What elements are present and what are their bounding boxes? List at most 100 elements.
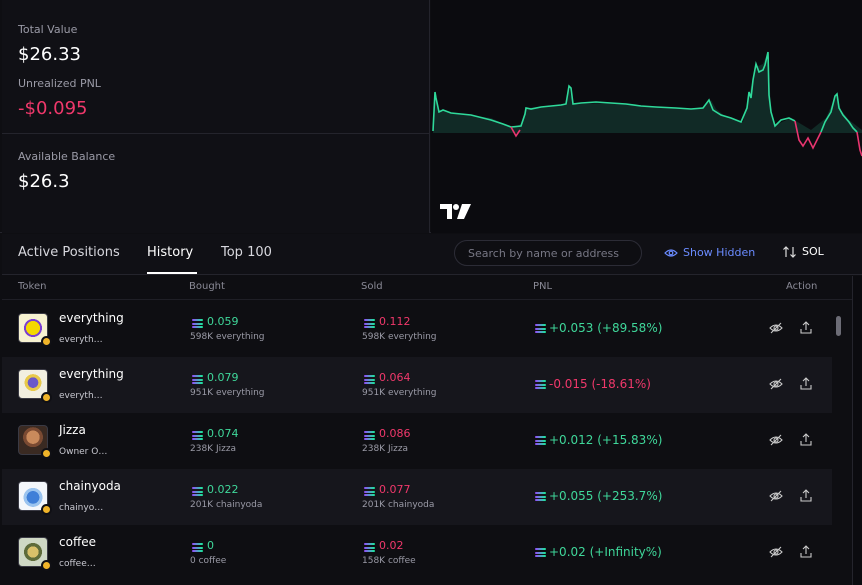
pnl-area-fill: [433, 52, 862, 133]
sold-tokens: 238K Jizza: [362, 444, 409, 454]
show-hidden-button[interactable]: Show Hidden: [664, 246, 755, 259]
share-icon[interactable]: [799, 377, 813, 391]
solana-icon: [535, 548, 546, 557]
col-header-token: Token: [18, 281, 47, 292]
table-scrollbar-track[interactable]: [834, 301, 844, 585]
hide-icon[interactable]: [769, 545, 783, 559]
positions-tab-bar: Active Positions History Top 100 Show Hi…: [2, 234, 862, 275]
solana-icon: [192, 543, 203, 552]
col-header-bought: Bought: [189, 281, 225, 292]
table-row[interactable]: Jizza Owner O… 0.074 238K Jizza 0.086 23…: [2, 413, 832, 469]
solana-icon: [192, 487, 203, 496]
tab-history[interactable]: History: [147, 245, 194, 260]
share-icon[interactable]: [799, 321, 813, 335]
pnl-line-up: [432, 51, 796, 132]
value-section: Total Value $26.33 Unrealized PNL -$0.09…: [2, 0, 430, 134]
token-subname: everyth…: [59, 335, 103, 345]
token-badge-icon: [41, 336, 52, 347]
bought-amount: 0.059: [207, 315, 239, 328]
token-avatar: [18, 425, 52, 459]
solana-icon: [535, 492, 546, 501]
sort-label: SOL: [802, 245, 824, 258]
solana-icon: [364, 543, 375, 552]
table-row[interactable]: everything everyth… 0.059 598K everythin…: [2, 301, 832, 357]
sold-amount: 0.086: [379, 427, 411, 440]
bought-tokens: 0 coffee: [190, 556, 227, 566]
tradingview-logo-icon: [440, 204, 471, 219]
show-hidden-label: Show Hidden: [683, 246, 756, 259]
token-badge-icon: [41, 448, 52, 459]
pnl-line-down: [510, 120, 822, 150]
hide-icon[interactable]: [769, 321, 783, 335]
bought-tokens: 238K Jizza: [190, 444, 237, 454]
tab-active-positions[interactable]: Active Positions: [18, 245, 120, 260]
total-value: $26.33: [18, 44, 81, 65]
sold-tokens: 951K everything: [362, 388, 437, 398]
bought-tokens: 598K everything: [190, 332, 265, 342]
pnl-chart-svg: [432, 51, 862, 157]
token-subname: Owner O…: [59, 447, 108, 457]
pnl-line-down-right: [856, 131, 862, 157]
bought-amount: 0.074: [207, 427, 239, 440]
table-header: Token Bought Sold PNL Action: [2, 276, 862, 300]
portfolio-summary-panel: Total Value $26.33 Unrealized PNL -$0.09…: [0, 0, 862, 233]
sort-arrows-icon: [783, 245, 796, 258]
solana-icon: [535, 324, 546, 333]
token-name: everything: [59, 311, 124, 325]
solana-icon: [192, 431, 203, 440]
sold-amount: 0.112: [379, 315, 411, 328]
table-row[interactable]: chainyoda chainyo… 0.022 201K chainyoda …: [2, 469, 832, 525]
pnl-value: +0.055 (+253.7%): [549, 489, 663, 503]
unrealized-pnl-label: Unrealized PNL: [18, 77, 101, 90]
available-balance-label: Available Balance: [18, 150, 116, 163]
sold-tokens: 158K coffee: [362, 556, 416, 566]
token-badge-icon: [41, 560, 52, 571]
active-tab-indicator: [147, 272, 197, 274]
search-input[interactable]: [454, 240, 642, 266]
bought-amount: 0.079: [207, 371, 239, 384]
hide-icon[interactable]: [769, 489, 783, 503]
solana-icon: [192, 375, 203, 384]
sold-amount: 0.02: [379, 539, 404, 552]
solana-icon: [364, 319, 375, 328]
pnl-value: +0.053 (+89.58%): [549, 321, 663, 335]
hide-icon[interactable]: [769, 377, 783, 391]
bought-tokens: 201K chainyoda: [190, 500, 263, 510]
share-icon[interactable]: [799, 489, 813, 503]
token-name: coffee: [59, 535, 96, 549]
available-balance-value: $26.3: [18, 171, 70, 192]
col-header-action: Action: [786, 281, 818, 292]
bought-amount: 0: [207, 539, 214, 552]
sold-tokens: 201K chainyoda: [362, 500, 435, 510]
pnl-value: +0.02 (+Infinity%): [549, 545, 662, 559]
unrealized-pnl-value: -$0.095: [18, 98, 88, 119]
sort-by-sol-button[interactable]: SOL: [783, 245, 824, 258]
share-icon[interactable]: [799, 433, 813, 447]
sold-amount: 0.064: [379, 371, 411, 384]
bought-tokens: 951K everything: [190, 388, 265, 398]
tab-top-100[interactable]: Top 100: [221, 245, 272, 260]
token-name: Jizza: [59, 423, 86, 437]
solana-icon: [364, 375, 375, 384]
total-value-label: Total Value: [18, 23, 78, 36]
col-header-sold: Sold: [361, 281, 383, 292]
pnl-value: +0.012 (+15.83%): [549, 433, 663, 447]
table-scrollbar-thumb[interactable]: [836, 316, 841, 336]
share-icon[interactable]: [799, 545, 813, 559]
pnl-line-up-right: [820, 92, 858, 133]
token-avatar: [18, 369, 52, 403]
col-header-pnl: PNL: [533, 281, 553, 292]
table-row[interactable]: coffee coffee… 0 0 coffee 0.02 158K coff…: [2, 525, 832, 581]
token-name: chainyoda: [59, 479, 121, 493]
token-subname: everyth…: [59, 391, 103, 401]
solana-icon: [364, 487, 375, 496]
sold-amount: 0.077: [379, 483, 411, 496]
token-subname: chainyo…: [59, 503, 104, 513]
eye-icon: [664, 248, 678, 257]
hide-icon[interactable]: [769, 433, 783, 447]
adjacent-panel-edge: [852, 276, 862, 585]
token-avatar: [18, 537, 52, 571]
table-row[interactable]: everything everyth… 0.079 951K everythin…: [2, 357, 832, 413]
pnl-chart[interactable]: [431, 0, 862, 233]
stats-panel: Total Value $26.33 Unrealized PNL -$0.09…: [2, 0, 430, 233]
